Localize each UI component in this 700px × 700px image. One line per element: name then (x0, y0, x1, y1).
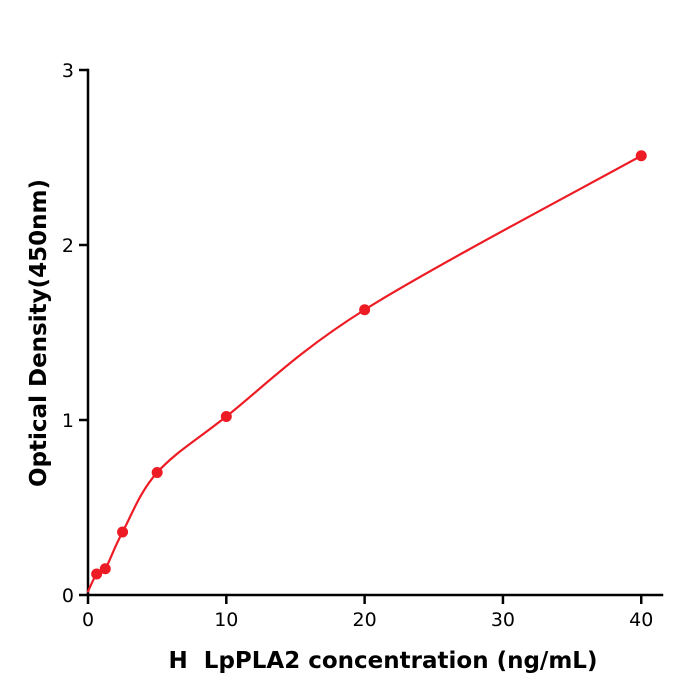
y-tick-label: 2 (62, 235, 74, 257)
x-axis-title: H LpPLA2 concentration (ng/mL) (169, 648, 598, 674)
data-point (117, 526, 129, 538)
data-point (220, 411, 232, 422)
data-point (91, 568, 103, 580)
x-tick-label: 30 (491, 609, 515, 631)
data-point (151, 467, 163, 478)
fit-curve-line (86, 154, 643, 593)
data-point (359, 304, 371, 316)
plot-area: 0 10 20 30 40 0 1 2 3 (62, 60, 664, 631)
x-tick-label: 20 (353, 609, 377, 631)
y-tick-label: 0 (62, 585, 74, 607)
data-point (99, 563, 111, 575)
y-tick-label: 1 (62, 410, 74, 432)
x-tick-label: 0 (82, 609, 94, 631)
y-tick-label: 3 (62, 60, 74, 82)
x-tick-label: 40 (629, 609, 653, 631)
data-point (635, 150, 647, 162)
y-axis-title: Optical Density(450nm) (26, 179, 52, 487)
x-tick-label: 10 (214, 609, 238, 631)
